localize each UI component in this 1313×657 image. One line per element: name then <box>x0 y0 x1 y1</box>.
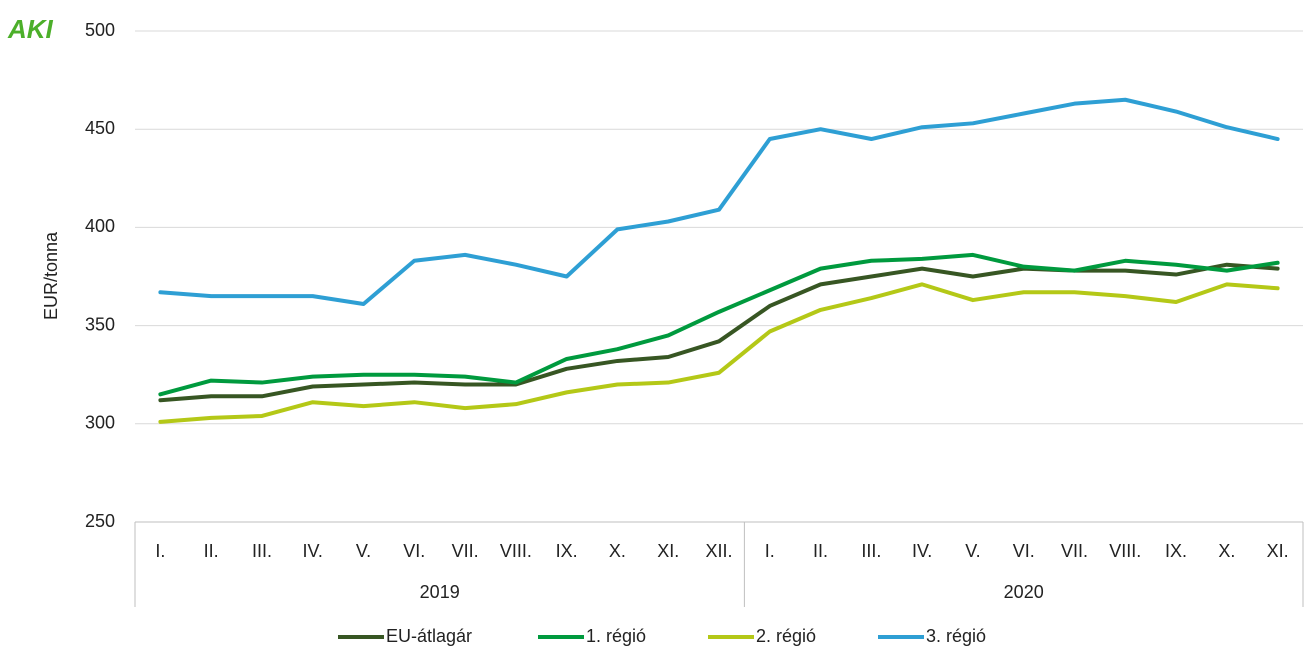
legend-label: 1. régió <box>586 626 646 646</box>
y-tick-label: 300 <box>85 413 115 433</box>
x-tick-label: XII. <box>705 541 732 561</box>
x-tick-label: I. <box>155 541 165 561</box>
y-tick-label: 500 <box>85 20 115 40</box>
x-tick-label: VI. <box>1013 541 1035 561</box>
x-tick-label: X. <box>1218 541 1235 561</box>
x-tick-label: III. <box>252 541 272 561</box>
series-line <box>158 262 1280 403</box>
group-label: 2020 <box>1004 582 1044 602</box>
x-tick-label: V. <box>356 541 371 561</box>
logo: AKI <box>7 14 54 44</box>
x-tick-label: XI. <box>1267 541 1289 561</box>
x-tick-label: VIII. <box>500 541 532 561</box>
x-tick-label: IV. <box>912 541 932 561</box>
group-label: 2019 <box>420 582 460 602</box>
legend-label: 2. régió <box>756 626 816 646</box>
series-line <box>158 252 1280 397</box>
x-tick-label: II. <box>204 541 219 561</box>
x-tick-label: V. <box>965 541 980 561</box>
x-tick-label: II. <box>813 541 828 561</box>
series-line <box>158 97 1280 306</box>
legend-label: EU-átlagár <box>386 626 472 646</box>
y-tick-label: 450 <box>85 118 115 138</box>
x-tick-label: VI. <box>403 541 425 561</box>
x-tick-label: XI. <box>657 541 679 561</box>
x-tick-label: IV. <box>303 541 323 561</box>
x-tick-label: VII. <box>1061 541 1088 561</box>
y-axis-label: EUR/tonna <box>41 231 61 320</box>
legend-label: 3. régió <box>926 626 986 646</box>
x-tick-label: X. <box>609 541 626 561</box>
x-tick-label: I. <box>765 541 775 561</box>
y-tick-label: 400 <box>85 216 115 236</box>
x-tick-label: IX. <box>1165 541 1187 561</box>
x-tick-label: IX. <box>556 541 578 561</box>
series-line <box>158 282 1280 424</box>
x-tick-label: III. <box>861 541 881 561</box>
y-tick-label: 350 <box>85 314 115 334</box>
x-tick-label: VII. <box>452 541 479 561</box>
x-tick-label: VIII. <box>1109 541 1141 561</box>
y-tick-label: 250 <box>85 511 115 531</box>
